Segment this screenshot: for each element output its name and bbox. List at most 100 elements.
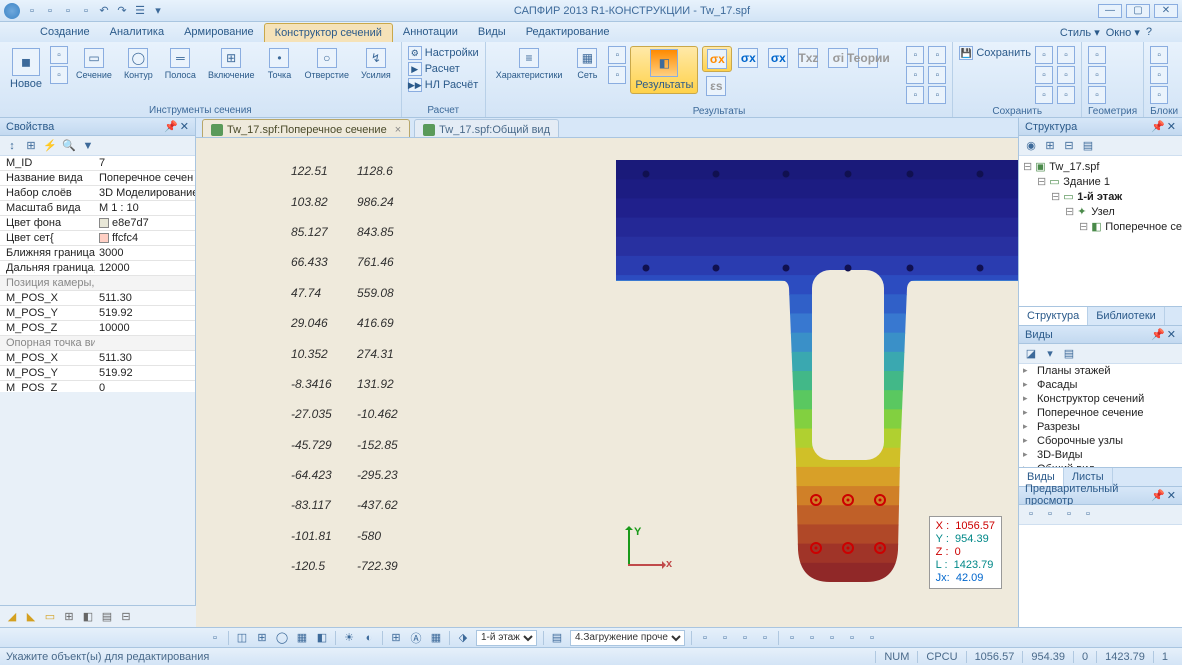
- property-grid[interactable]: M_ID7Название видаПоперечное сеченНабор …: [0, 156, 195, 392]
- view-item[interactable]: Общий вид: [1019, 462, 1182, 467]
- tree-node[interactable]: ⊟ ▭1-й этаж: [1023, 190, 1178, 205]
- ribbon-button[interactable]: ═Полоса: [161, 46, 200, 82]
- ribbon-icon-stack[interactable]: ▫▫▫: [1057, 46, 1075, 104]
- ribbon-icon-stack[interactable]: ▫▫▫: [906, 46, 924, 104]
- ribbon-button[interactable]: ▶▶НЛ Расчёт: [408, 78, 479, 92]
- tree-node[interactable]: ⊟ ◧Поперечное сечение: [1023, 220, 1178, 235]
- qat-icon[interactable]: ▫: [42, 3, 58, 19]
- tool-icon[interactable]: ◯: [275, 631, 289, 645]
- app-orb-icon[interactable]: [4, 3, 20, 19]
- panel-pin-icon[interactable]: 📌: [1151, 328, 1165, 341]
- ribbon-button[interactable]: ▭Сечение: [72, 46, 116, 82]
- tool-icon[interactable]: ▫: [1042, 506, 1058, 522]
- property-row[interactable]: Цвет сет{ ffcfc4: [0, 231, 195, 246]
- panel-close-icon[interactable]: ✕: [180, 120, 189, 133]
- document-tab[interactable]: Tw_17.spf:Поперечное сечение×: [202, 119, 410, 137]
- tool-icon[interactable]: ◧: [80, 609, 96, 625]
- floor-select[interactable]: 1-й этаж: [476, 630, 537, 646]
- view-item[interactable]: Фасады: [1019, 378, 1182, 392]
- tool-icon[interactable]: ▫: [718, 631, 732, 645]
- tool-icon[interactable]: ▤: [99, 609, 115, 625]
- tool-icon[interactable]: ▫: [738, 631, 752, 645]
- ribbon-tab[interactable]: Аннотации: [393, 23, 468, 42]
- tool-icon[interactable]: ⊞: [389, 631, 403, 645]
- property-row[interactable]: Позиция камеры, мм: [0, 276, 195, 291]
- property-row[interactable]: Название видаПоперечное сечен: [0, 171, 195, 186]
- ribbon-icon-stack[interactable]: ▫▫▫: [1035, 46, 1053, 104]
- ribbon-icon-stack[interactable]: ▫▫▫: [1150, 46, 1168, 104]
- sigma-button[interactable]: σx: [702, 46, 732, 72]
- help-menu[interactable]: ?: [1146, 26, 1152, 39]
- property-row[interactable]: Набор слоёв3D Моделирование: [0, 186, 195, 201]
- ribbon-button[interactable]: ↯Усилия: [357, 46, 395, 82]
- tool-icon[interactable]: ◢: [4, 609, 20, 625]
- tool-icon[interactable]: ▤: [550, 631, 564, 645]
- ribbon-button[interactable]: •Точка: [262, 46, 296, 82]
- property-row[interactable]: Цвет фонаe8e7d7: [0, 216, 195, 231]
- ribbon-button[interactable]: ▶Расчет: [408, 62, 479, 76]
- tool-icon[interactable]: ⊞: [1042, 138, 1058, 154]
- panel-close-icon[interactable]: ✕: [1167, 328, 1176, 341]
- tree-node[interactable]: ⊟ ▭Здание 1: [1023, 175, 1178, 190]
- filter-icon[interactable]: ▼: [80, 138, 96, 154]
- sigma-button[interactable]: σx: [734, 46, 762, 72]
- tool-icon[interactable]: ▤: [1080, 138, 1096, 154]
- close-button[interactable]: ✕: [1154, 4, 1178, 18]
- view-item[interactable]: Конструктор сечений: [1019, 392, 1182, 406]
- tool-icon[interactable]: ▫: [758, 631, 772, 645]
- tool-icon[interactable]: ▫: [785, 631, 799, 645]
- tool-icon[interactable]: ⊟: [1061, 138, 1077, 154]
- tab-structure[interactable]: Структура: [1019, 307, 1088, 325]
- tool-icon[interactable]: ▫: [825, 631, 839, 645]
- view-item[interactable]: Сборочные узлы: [1019, 434, 1182, 448]
- ribbon-button[interactable]: ≡Характеристики: [492, 46, 567, 82]
- tool-icon[interactable]: ▦: [295, 631, 309, 645]
- tool-icon[interactable]: ▤: [1061, 346, 1077, 362]
- property-row[interactable]: Масштаб видаМ 1 : 10: [0, 201, 195, 216]
- tool-icon[interactable]: ⚡: [42, 138, 58, 154]
- tree-node[interactable]: ⊟ ▣Tw_17.spf: [1023, 160, 1178, 175]
- ribbon-button[interactable]: ▦Сеть: [570, 46, 604, 82]
- tool-icon[interactable]: ▫: [698, 631, 712, 645]
- search-icon[interactable]: 🔍: [61, 138, 77, 154]
- qat-icon[interactable]: ▫: [24, 3, 40, 19]
- qat-icon[interactable]: ☰: [132, 3, 148, 19]
- ribbon-tab[interactable]: Аналитика: [100, 23, 174, 42]
- ribbon-tab[interactable]: Виды: [468, 23, 516, 42]
- tool-icon[interactable]: ⊞: [23, 138, 39, 154]
- tool-icon[interactable]: ▫: [208, 631, 222, 645]
- ribbon-icon-stack[interactable]: ▫▫▫: [1088, 46, 1106, 104]
- sigma-button[interactable]: Txz: [794, 46, 822, 72]
- ribbon-button[interactable]: ○Отверстие: [300, 46, 352, 82]
- tool-icon[interactable]: ▫: [805, 631, 819, 645]
- views-list[interactable]: Планы этажейФасадыКонструктор сечений По…: [1019, 364, 1182, 467]
- property-row[interactable]: M_POS_Z0: [0, 381, 195, 392]
- property-row[interactable]: M_POS_Y519.92: [0, 306, 195, 321]
- qat-icon[interactable]: ↶: [96, 3, 112, 19]
- sigma-button[interactable]: Теории: [854, 46, 882, 72]
- tool-icon[interactable]: ⊞: [255, 631, 269, 645]
- tree-node[interactable]: ⊟ ✦Узел: [1023, 205, 1178, 220]
- property-row[interactable]: M_POS_X511.30: [0, 291, 195, 306]
- panel-pin-icon[interactable]: 📌: [1151, 489, 1165, 502]
- view-item[interactable]: Разрезы: [1019, 420, 1182, 434]
- tool-icon[interactable]: ↕: [4, 138, 20, 154]
- tool-icon[interactable]: ▫: [865, 631, 879, 645]
- tool-icon[interactable]: Ⓐ: [409, 631, 423, 645]
- tool-icon[interactable]: ▫: [1061, 506, 1077, 522]
- tool-icon[interactable]: ◫: [235, 631, 249, 645]
- view-item[interactable]: Планы этажей: [1019, 364, 1182, 378]
- qat-icon[interactable]: ↷: [114, 3, 130, 19]
- results-button[interactable]: ◧Результаты: [630, 46, 698, 94]
- tool-icon[interactable]: ▫: [1023, 506, 1039, 522]
- tool-icon[interactable]: ⊞: [61, 609, 77, 625]
- panel-pin-icon[interactable]: 📌: [164, 120, 178, 133]
- view-item[interactable]: 3D-Виды: [1019, 448, 1182, 462]
- minimize-button[interactable]: —: [1098, 4, 1122, 18]
- ribbon-tab[interactable]: Конструктор сечений: [264, 23, 393, 42]
- tool-icon[interactable]: ☀: [342, 631, 356, 645]
- canvas[interactable]: 122.51103.8285.12766.43347.7429.04610.35…: [196, 138, 1018, 627]
- property-row[interactable]: M_POS_Y519.92: [0, 366, 195, 381]
- ribbon-button[interactable]: ◼Новое: [6, 46, 46, 92]
- property-row[interactable]: Опорная точка вида, мм: [0, 336, 195, 351]
